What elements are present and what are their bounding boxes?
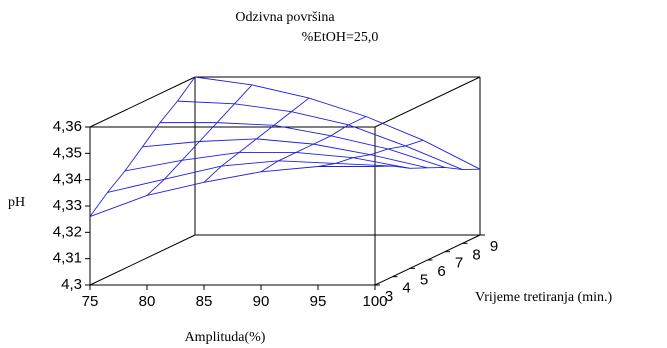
- z-tick-label: 4,3: [61, 276, 82, 293]
- z-axis-label: pH: [8, 195, 25, 210]
- y-axis-label: Vrijeme tretiranja (min.): [475, 290, 612, 305]
- surface-line: [124, 152, 411, 172]
- x-tick-label: 80: [139, 293, 156, 310]
- x-tick-label: 75: [82, 293, 99, 310]
- z-tick-label: 4,33: [53, 197, 82, 214]
- surface-line: [374, 165, 481, 171]
- x-tick-label: 85: [196, 293, 213, 310]
- surface-line: [107, 160, 393, 193]
- y-tick-label: 5: [420, 271, 428, 288]
- surface-line: [160, 122, 446, 168]
- box-edge: [374, 76, 481, 128]
- y-tick-label: 9: [490, 238, 498, 255]
- chart-subtitle: %EtOH=25,0: [302, 30, 379, 45]
- y-tick-label: 4: [402, 280, 410, 297]
- y-tick-label: 6: [437, 263, 445, 280]
- surface-line: [177, 100, 463, 171]
- x-tick-label: 95: [310, 293, 327, 310]
- surface-line: [89, 166, 375, 217]
- chart-title: Odzivna površina: [235, 10, 335, 25]
- surface-line: [194, 76, 481, 170]
- z-tick-label: 4,31: [53, 250, 82, 267]
- y-tick-label: 3: [385, 288, 393, 305]
- surface-line: [317, 139, 424, 167]
- x-tick-label: 100: [362, 293, 387, 310]
- z-tick-label: 4,36: [53, 118, 82, 135]
- box-edge: [89, 76, 196, 128]
- z-tick-label: 4,32: [53, 223, 82, 240]
- box-edge: [89, 234, 196, 286]
- z-tick-label: 4,34: [53, 171, 82, 188]
- y-tick-label: 8: [472, 246, 480, 263]
- y-tick-label: 7: [455, 255, 463, 272]
- x-tick-label: 90: [253, 293, 270, 310]
- x-axis-label: Amplituda(%): [185, 330, 266, 345]
- surface-line: [142, 138, 428, 169]
- z-tick-label: 4,35: [53, 144, 82, 161]
